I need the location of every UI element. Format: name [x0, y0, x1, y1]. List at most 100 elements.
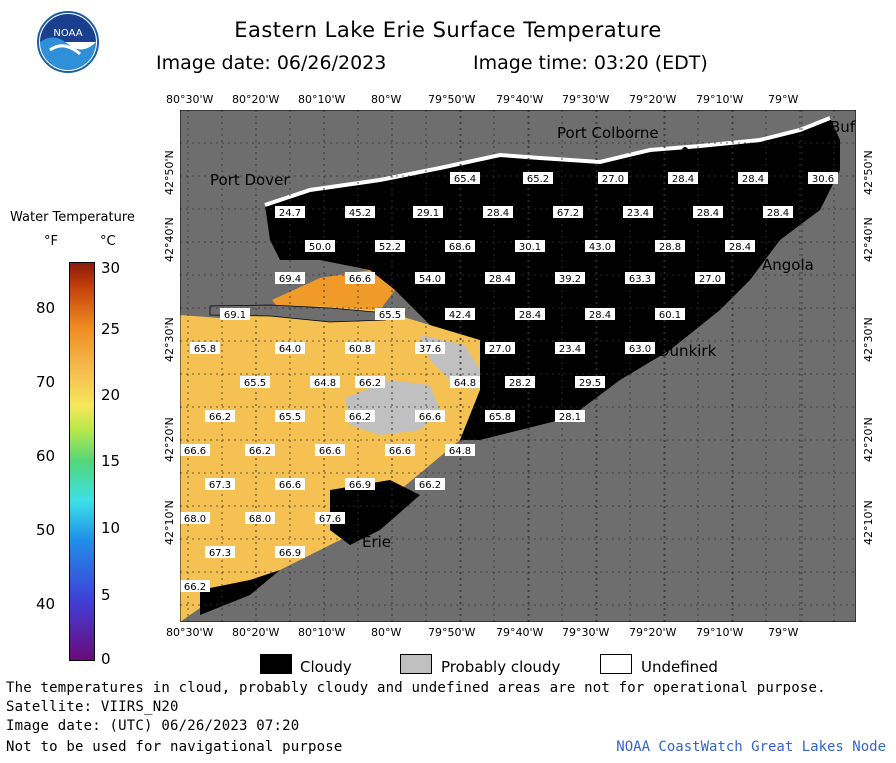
temperature-value: 66.2: [245, 444, 275, 457]
temperature-value: 28.2: [505, 376, 535, 389]
svg-text:65.4: 65.4: [454, 174, 476, 185]
temperature-value: 65.8: [190, 342, 220, 355]
undefined-swatch: [600, 654, 632, 674]
svg-text:66.6: 66.6: [419, 412, 441, 423]
celsius-tick-label: 30: [101, 259, 121, 277]
svg-text:52.2: 52.2: [379, 242, 401, 253]
latRight-label: 42°30'N: [862, 317, 875, 362]
svg-text:63.3: 63.3: [629, 274, 651, 285]
temperature-value: 37.6: [415, 342, 445, 355]
svg-text:28.1: 28.1: [559, 412, 581, 423]
temperature-value: 27.0: [598, 172, 628, 185]
temperature-value: 28.4: [738, 172, 768, 185]
temperature-value: 24.7: [275, 206, 305, 219]
svg-text:66.2: 66.2: [419, 480, 441, 491]
svg-text:65.5: 65.5: [379, 310, 401, 321]
svg-text:63.0: 63.0: [629, 344, 651, 355]
temperature-value: 28.4: [515, 308, 545, 321]
temperature-value: 60.1: [655, 308, 685, 321]
svg-text:28.4: 28.4: [519, 310, 541, 321]
svg-text:45.2: 45.2: [349, 208, 371, 219]
place-erie: Erie: [362, 533, 391, 551]
svg-text:67.6: 67.6: [319, 514, 341, 525]
svg-text:27.0: 27.0: [699, 274, 721, 285]
svg-text:66.6: 66.6: [279, 480, 301, 491]
logo-text: NOAA: [53, 28, 82, 39]
lonTop-label: 80°30'W: [166, 93, 214, 106]
svg-text:66.2: 66.2: [359, 378, 381, 389]
temperature-value: 23.4: [623, 206, 653, 219]
credit-link[interactable]: NOAA CoastWatch Great Lakes Node: [616, 739, 886, 755]
temperature-value: 43.0: [585, 240, 615, 253]
svg-text:23.4: 23.4: [559, 344, 581, 355]
celsius-tick-label: 25: [101, 320, 121, 338]
place-buffalo: Buf: [830, 118, 856, 136]
temperature-value: 65.8: [485, 410, 515, 423]
svg-text:27.0: 27.0: [489, 344, 511, 355]
svg-text:28.4: 28.4: [487, 208, 509, 219]
temperature-labels: 65.4 65.2 27.0 28.4 28.4 30.6 24.7 45.2 29.1 28.4…: [180, 172, 838, 593]
temperature-value: 64.0: [275, 342, 305, 355]
cloudy-swatch: [260, 654, 292, 674]
place-port-dover: Port Dover: [210, 171, 290, 189]
lonTop-label: 80°W: [371, 93, 402, 106]
lonTop-label: 80°10'W: [298, 93, 346, 106]
svg-text:67.3: 67.3: [209, 548, 231, 559]
svg-text:66.6: 66.6: [319, 446, 341, 457]
svg-text:37.6: 37.6: [419, 344, 441, 355]
temperature-map: 65.4 65.2 27.0 28.4 28.4 30.6 24.7 45.2 29.1 28.4…: [180, 110, 856, 622]
temperature-value: 63.3: [625, 272, 655, 285]
temperature-value: 29.1: [413, 206, 443, 219]
lonBot-label: 80°W: [371, 626, 402, 639]
temperature-value: 65.4: [450, 172, 480, 185]
celsius-tick-label: 15: [101, 452, 121, 470]
lonTop-label: 79°40'W: [496, 93, 544, 106]
temperature-value: 67.6: [315, 512, 345, 525]
place-dunkirk: Dunkirk: [658, 342, 717, 360]
svg-text:60.1: 60.1: [659, 310, 681, 321]
south-shore-cloud: [330, 480, 420, 545]
celsius-tick-label: 10: [101, 519, 121, 537]
svg-text:69.1: 69.1: [224, 310, 246, 321]
image-date: Image date: 06/26/2023: [156, 52, 387, 74]
temperature-value: 67.2: [553, 206, 583, 219]
svg-text:66.2: 66.2: [184, 582, 206, 593]
temperature-value: 64.8: [450, 376, 480, 389]
lonTop-label: 79°10'W: [696, 93, 744, 106]
temperature-value: 69.1: [220, 308, 250, 321]
scale-title: Water Temperature: [10, 210, 135, 225]
svg-text:28.4: 28.4: [697, 208, 719, 219]
svg-text:39.2: 39.2: [559, 274, 581, 285]
temperature-value: 65.5: [275, 410, 305, 423]
fahrenheit-tick-label: 70: [36, 373, 56, 391]
legend-cloudy: Cloudy: [300, 658, 352, 676]
svg-text:66.2: 66.2: [249, 446, 271, 457]
temperature-value: 66.2: [180, 580, 210, 593]
svg-text:28.4: 28.4: [729, 242, 751, 253]
svg-text:30.1: 30.1: [519, 242, 541, 253]
probably-cloudy-swatch: [400, 654, 432, 674]
temperature-value: 68.0: [180, 512, 210, 525]
celsius-tick-label: 20: [101, 386, 121, 404]
temperature-value: 28.4: [483, 206, 513, 219]
place-port-colborne: Port Colborne: [557, 124, 659, 142]
svg-text:66.9: 66.9: [279, 548, 301, 559]
temperature-value: 66.6: [315, 444, 345, 457]
temperature-value: 68.0: [245, 512, 275, 525]
temperature-value: 69.4: [275, 272, 305, 285]
place-angola: Angola: [762, 256, 814, 274]
image-time: Image time: 03:20 (EDT): [473, 52, 708, 74]
latRight-label: 42°40'N: [862, 217, 875, 262]
svg-text:69.4: 69.4: [279, 274, 301, 285]
svg-text:68.0: 68.0: [249, 514, 271, 525]
svg-text:28.4: 28.4: [672, 174, 694, 185]
temperature-value: 28.4: [693, 206, 723, 219]
svg-text:66.6: 66.6: [349, 274, 371, 285]
temperature-value: 64.8: [445, 444, 475, 457]
legend-undefined: Undefined: [641, 658, 718, 676]
temperature-value: 66.6: [385, 444, 415, 457]
temperature-value: 39.2: [555, 272, 585, 285]
lonBot-label: 79°50'W: [428, 626, 476, 639]
svg-text:66.2: 66.2: [209, 412, 231, 423]
latLeft-label: 42°10'N: [163, 500, 176, 545]
